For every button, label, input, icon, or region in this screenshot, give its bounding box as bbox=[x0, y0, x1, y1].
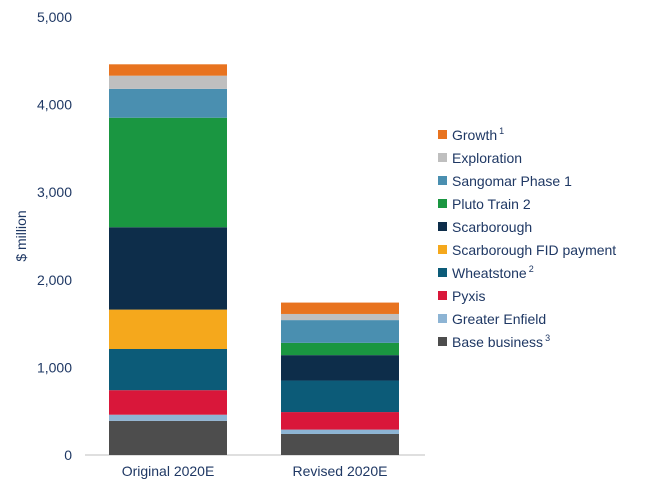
legend-label: Greater Enfield bbox=[452, 311, 546, 327]
bar-segment bbox=[281, 380, 399, 413]
legend-swatch bbox=[438, 291, 447, 300]
y-axis-label: $ million bbox=[13, 210, 29, 261]
bar-segment bbox=[281, 302, 399, 314]
legend-swatch bbox=[438, 222, 447, 231]
legend-label: Sangomar Phase 1 bbox=[452, 173, 572, 189]
category-label: Original 2020E bbox=[122, 463, 215, 479]
y-tick-label: 0 bbox=[64, 447, 72, 463]
bar-segment bbox=[281, 412, 399, 430]
bar-segment bbox=[109, 349, 227, 391]
legend-swatch bbox=[438, 199, 447, 208]
legend-swatch bbox=[438, 130, 447, 139]
legend-label: Scarborough bbox=[452, 219, 532, 235]
y-tick-label: 5,000 bbox=[37, 9, 72, 25]
legend-swatch bbox=[438, 153, 447, 162]
y-tick-label: 3,000 bbox=[37, 184, 72, 200]
bar-segment bbox=[109, 414, 227, 421]
legend-swatch bbox=[438, 314, 447, 323]
bar-segment bbox=[109, 390, 227, 415]
legend-swatch bbox=[438, 268, 447, 277]
legend-label: Wheatstone 2 bbox=[452, 264, 534, 281]
legend-label: Pluto Train 2 bbox=[452, 196, 531, 212]
bar-segment bbox=[281, 320, 399, 343]
legend-footnote: 3 bbox=[545, 333, 550, 343]
bar-segment bbox=[281, 313, 399, 321]
legend-label: Growth 1 bbox=[452, 126, 504, 143]
bar-segment bbox=[281, 429, 399, 434]
bar-segment bbox=[281, 342, 399, 356]
legend-swatch bbox=[438, 337, 447, 346]
y-tick-label: 1,000 bbox=[37, 359, 72, 375]
legend-label: Scarborough FID payment bbox=[452, 242, 616, 258]
bar-segment bbox=[109, 420, 227, 455]
bar-segment bbox=[109, 227, 227, 310]
y-tick-label: 2,000 bbox=[37, 272, 72, 288]
category-labels: Original 2020E Revised 2020E bbox=[122, 463, 388, 479]
legend-label: Base business 3 bbox=[452, 333, 550, 350]
legend: Growth 1 Exploration Sangomar Phase 1 Pluto … bbox=[438, 126, 616, 350]
y-axis: 0 1,000 2,000 3,000 4,000 5,000 bbox=[37, 9, 72, 463]
bar-segment bbox=[109, 75, 227, 89]
bar-segment bbox=[109, 309, 227, 350]
category-label: Revised 2020E bbox=[293, 463, 388, 479]
legend-label: Pyxis bbox=[452, 288, 485, 304]
bar-segment bbox=[281, 355, 399, 381]
legend-swatch bbox=[438, 245, 447, 254]
legend-footnote: 2 bbox=[529, 264, 534, 274]
bars bbox=[109, 64, 399, 455]
bar-segment bbox=[109, 64, 227, 76]
bar-segment bbox=[109, 117, 227, 228]
legend-label: Exploration bbox=[452, 150, 522, 166]
legend-footnote: 1 bbox=[499, 126, 504, 136]
y-tick-label: 4,000 bbox=[37, 97, 72, 113]
legend-swatch bbox=[438, 176, 447, 185]
bar-segment bbox=[281, 433, 399, 455]
bar-segment bbox=[109, 88, 227, 118]
